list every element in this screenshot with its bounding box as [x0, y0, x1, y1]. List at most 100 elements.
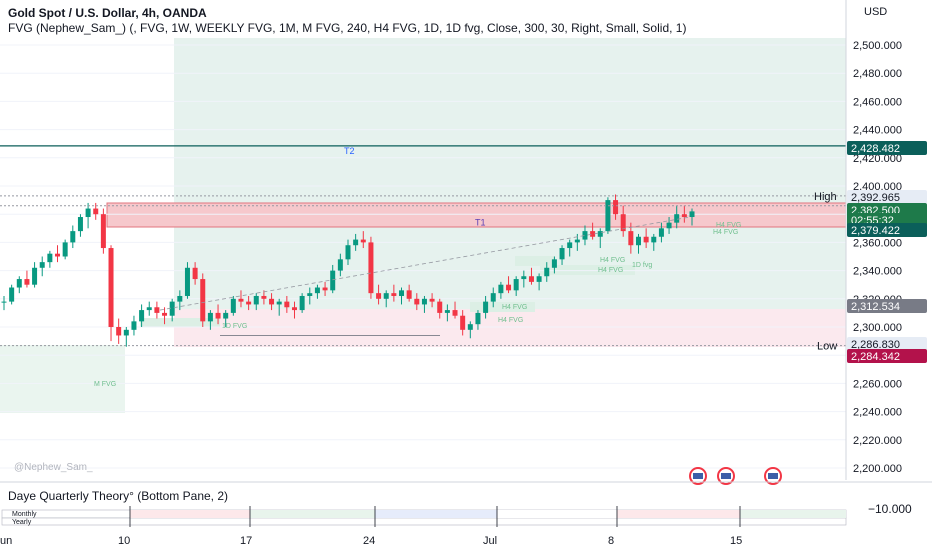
- candle-body: [605, 200, 611, 232]
- candle-body: [146, 307, 152, 311]
- yearly-row: [1, 517, 847, 526]
- price-badge-text: 2,312.534: [851, 301, 900, 313]
- candle-body: [521, 276, 527, 280]
- lower-axis-label: −10.000: [868, 502, 912, 516]
- fvg-label: H4 FVG: [498, 317, 523, 324]
- indicator-legend[interactable]: FVG (Nephew_Sam_) (, FVG, 1W, WEEKLY FVG…: [8, 21, 687, 35]
- candle-body: [498, 284, 504, 294]
- candle-body: [55, 253, 61, 257]
- candle-body: [192, 267, 198, 280]
- candle-body: [100, 214, 106, 249]
- zone-layer: [0, 38, 847, 413]
- h4-fvg-zone: [470, 302, 535, 312]
- candle-body: [330, 270, 336, 291]
- y-tick-label: 2,460.000: [853, 96, 902, 108]
- fvg-label: H4 FVG: [713, 229, 738, 236]
- price-axis[interactable]: 2,500.000 2,480.000 2,460.000 2,440.000 2,42…: [845, 0, 927, 480]
- quarter-segment: [250, 510, 375, 518]
- x-tick-label: un: [0, 535, 12, 547]
- lower-pane-title[interactable]: Daye Quarterly Theory° (Bottom Pane, 2): [8, 489, 229, 503]
- fvg-label: H4 FVG: [716, 222, 741, 229]
- trend-line: [159, 216, 691, 311]
- candle-body: [681, 214, 687, 218]
- x-tick-label: 15: [730, 535, 742, 547]
- price-badge-text: 2,284.342: [851, 351, 900, 363]
- candle-body: [674, 214, 680, 223]
- fvg-label: H4 FVG: [600, 257, 625, 264]
- candle-body: [391, 293, 397, 296]
- price-badge-text: 2,392.965: [851, 192, 900, 204]
- candle-body: [559, 248, 565, 260]
- h4-fvg-zone: [540, 265, 635, 275]
- candle-body: [467, 324, 473, 330]
- candle-body: [597, 231, 603, 237]
- candle-body: [628, 231, 634, 246]
- currency-label: USD: [864, 6, 888, 18]
- quarter-segment: [375, 510, 497, 518]
- fvg-label: 1D FVG: [222, 323, 247, 330]
- y-tick-label: 2,420.000: [853, 153, 902, 165]
- candle-body: [437, 301, 443, 313]
- price-badge: [847, 349, 927, 363]
- candle-body: [590, 231, 596, 237]
- candle-body: [635, 236, 641, 246]
- y-tick-label: 2,500.000: [853, 40, 902, 52]
- fvg-label: M FVG: [94, 381, 116, 388]
- candle-body: [689, 211, 695, 218]
- red-zone: [174, 309, 846, 347]
- target-label-t1: T1: [475, 217, 486, 227]
- candle-body: [139, 310, 145, 322]
- candle-body: [299, 295, 305, 311]
- candle-body: [1, 301, 7, 303]
- price-badge: [847, 190, 927, 204]
- candle-body: [360, 239, 366, 243]
- row-label-monthly: Monthly: [12, 511, 37, 518]
- candle-body: [376, 293, 382, 299]
- candle-body: [613, 200, 619, 215]
- y-tick-label: 2,220.000: [853, 435, 902, 447]
- candle-body: [421, 298, 427, 305]
- candle-body: [131, 321, 137, 330]
- price-badge: [847, 299, 927, 313]
- candle-body: [643, 236, 649, 243]
- candle-body: [291, 307, 297, 311]
- candle-body: [16, 279, 22, 288]
- fvg-label: H4 FVG: [598, 267, 623, 274]
- candle-body: [47, 253, 53, 263]
- candle-body: [215, 312, 221, 319]
- candle-body: [162, 312, 168, 316]
- candle-body: [154, 307, 160, 313]
- candle-body: [85, 208, 91, 218]
- candle-body: [651, 236, 657, 243]
- candle-body: [261, 295, 267, 299]
- price-badge: [847, 141, 927, 155]
- candle-body: [368, 242, 374, 294]
- green-zone: [174, 38, 846, 309]
- fvg-label: 1D fvg: [632, 262, 652, 269]
- candle-body: [399, 290, 405, 296]
- candle-body: [567, 242, 573, 249]
- candle-body: [353, 239, 359, 246]
- y-tick-label: 2,440.000: [853, 125, 902, 137]
- candle-body: [429, 298, 435, 302]
- time-axis[interactable]: un 10 17 24 Jul 8 15: [0, 481, 932, 547]
- candle-body: [314, 287, 320, 294]
- candle-body: [406, 290, 412, 299]
- watermark: @Nephew_Sam_: [14, 462, 93, 473]
- x-tick-label: 17: [240, 535, 252, 547]
- candle-body: [506, 284, 512, 291]
- candle-body: [582, 231, 588, 240]
- candle-body: [223, 312, 229, 319]
- y-tick-label: 2,240.000: [853, 407, 902, 419]
- candle-body: [536, 276, 542, 282]
- candle-body: [200, 279, 206, 322]
- y-tick-label: 2,200.000: [853, 463, 902, 475]
- candle-body: [9, 287, 15, 302]
- candle-body: [475, 312, 481, 325]
- candle-body: [169, 301, 175, 316]
- y-tick-label: 2,480.000: [853, 68, 902, 80]
- 1d-fvg-zone: [140, 318, 220, 327]
- y-tick-label: 2,300.000: [853, 322, 902, 334]
- candle-body: [551, 259, 557, 268]
